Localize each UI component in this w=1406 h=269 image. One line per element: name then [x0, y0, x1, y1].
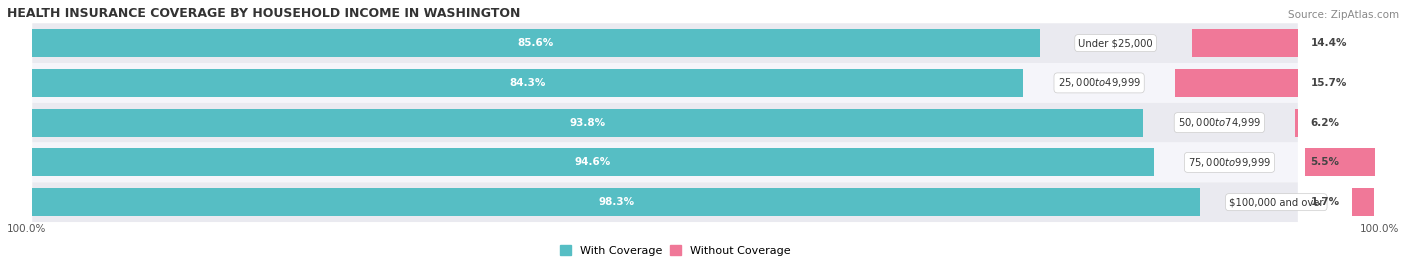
- Text: $25,000 to $49,999: $25,000 to $49,999: [1057, 76, 1140, 89]
- Text: 94.6%: 94.6%: [575, 157, 612, 167]
- Legend: With Coverage, Without Coverage: With Coverage, Without Coverage: [555, 241, 794, 260]
- Text: 100.0%: 100.0%: [7, 224, 46, 234]
- FancyBboxPatch shape: [32, 63, 1298, 103]
- Text: 98.3%: 98.3%: [598, 197, 634, 207]
- Text: $75,000 to $99,999: $75,000 to $99,999: [1188, 156, 1271, 169]
- Text: 100.0%: 100.0%: [1360, 224, 1399, 234]
- Text: 85.6%: 85.6%: [517, 38, 554, 48]
- Bar: [32, 69, 1024, 97]
- FancyBboxPatch shape: [32, 103, 1298, 143]
- Bar: [32, 188, 1201, 216]
- Bar: [1191, 29, 1298, 57]
- Text: 6.2%: 6.2%: [1310, 118, 1340, 128]
- Text: 14.4%: 14.4%: [1310, 38, 1347, 48]
- Bar: [32, 109, 1143, 137]
- FancyBboxPatch shape: [32, 182, 1298, 222]
- Text: Under $25,000: Under $25,000: [1078, 38, 1153, 48]
- Bar: [32, 29, 1039, 57]
- Bar: [32, 148, 1153, 176]
- Text: 84.3%: 84.3%: [509, 78, 546, 88]
- Bar: [1295, 109, 1298, 137]
- Text: 1.7%: 1.7%: [1310, 197, 1340, 207]
- Bar: [1175, 69, 1298, 97]
- FancyBboxPatch shape: [32, 143, 1298, 182]
- Text: 93.8%: 93.8%: [569, 118, 606, 128]
- Text: Source: ZipAtlas.com: Source: ZipAtlas.com: [1288, 10, 1399, 20]
- Bar: [1305, 148, 1375, 176]
- Text: $50,000 to $74,999: $50,000 to $74,999: [1178, 116, 1261, 129]
- Text: $100,000 and over: $100,000 and over: [1229, 197, 1323, 207]
- Bar: [1353, 188, 1374, 216]
- FancyBboxPatch shape: [32, 23, 1298, 63]
- Text: 5.5%: 5.5%: [1310, 157, 1340, 167]
- Text: HEALTH INSURANCE COVERAGE BY HOUSEHOLD INCOME IN WASHINGTON: HEALTH INSURANCE COVERAGE BY HOUSEHOLD I…: [7, 7, 520, 20]
- Text: 15.7%: 15.7%: [1310, 78, 1347, 88]
